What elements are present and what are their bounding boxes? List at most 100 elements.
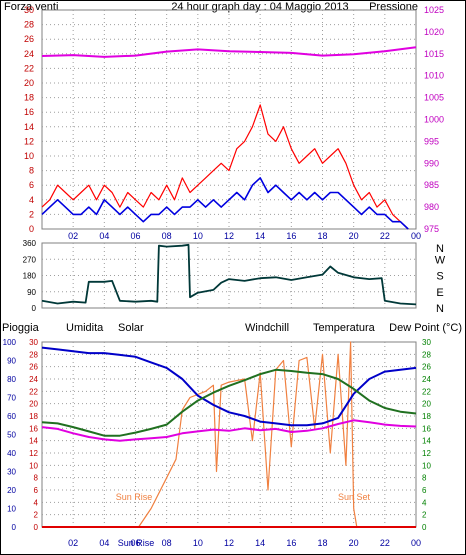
time-tick-label: 20 [349,538,359,548]
temperature-tick: 26 [422,363,431,372]
wind-grid [42,10,416,229]
pressure-label: Pressione [369,1,418,13]
weather-series [41,341,417,528]
pressure-tick: 1020 [424,27,444,37]
pressure-tick: 1025 [424,5,444,15]
time-tick-label: 18 [317,231,327,241]
time-tick-label: 04 [99,231,109,241]
wind-speed-tick: 8 [29,166,34,176]
rain-tick: 4 [34,498,39,507]
time-tick-label: 22 [380,538,390,548]
humidity-tick: 90 [7,357,16,366]
time-tick-label: 16 [286,231,296,241]
time-tick-label: 00 [411,231,421,241]
temperature-line [41,368,417,437]
pressure-tick: 1000 [424,115,444,125]
temperature-label: Temperatura [313,322,376,334]
temperature-tick: 0 [422,523,427,532]
direction-degree-tick: 0 [32,304,37,313]
compass-tick: W [435,254,446,266]
rain-label: Pioggia [2,322,40,334]
humidity-line [41,346,417,427]
direction-degree-tick: 360 [23,239,37,248]
pressure-tick: 1010 [424,71,444,81]
rain-tick: 26 [29,363,38,372]
pressure-tick: 1005 [424,93,444,103]
gust-line [41,104,409,230]
humidity-tick: 20 [7,486,16,495]
temperature-tick: 14 [422,437,431,446]
time-tick-label: 12 [224,538,234,548]
pressure-tick: 975 [424,224,439,234]
compass-tick: S [436,271,443,283]
wind-speed-tick: 14 [24,122,34,132]
wind-speed-tick: 20 [24,78,34,88]
weather-grid [42,342,416,527]
humidity-axis: 0 10 20 30 40 50 60 70 80 90 100 [3,338,17,532]
wind-speed-tick: 6 [29,180,34,190]
time-tick-label: 14 [255,538,265,548]
sun-rise-annotation: Sun Rise [116,492,153,502]
temperature-tick: 28 [422,350,431,359]
wind-speed-tick: 22 [24,63,34,73]
humidity-tick: 70 [7,394,16,403]
time-tick-label: 00 [411,538,421,548]
time-tick-label: 20 [349,231,359,241]
time-tick-label: 10 [193,231,203,241]
time-tick-label: 04 [99,538,109,548]
time-tick-label: 18 [317,538,327,548]
direction-degree-tick: 270 [23,255,37,264]
wind-speed-tick: 4 [29,195,34,205]
humidity-tick: 50 [7,431,16,440]
time-tick-label: 08 [162,538,172,548]
pressure-tick: 980 [424,202,439,212]
wind-speed-tick: 12 [24,136,34,146]
weather-time-axis: 02 04 06 08 10 12 14 16 18 20 22 00 [68,538,421,548]
temperature-tick: 18 [422,412,431,421]
direction-grid [42,243,416,308]
wind-speed-tick: 10 [24,151,34,161]
rain-tick: 10 [29,461,38,470]
average-wind-line [41,177,409,230]
temperature-tick: 10 [422,461,431,470]
temperature-tick: 2 [422,511,427,520]
temperature-tick: 6 [422,486,427,495]
wind-speed-tick: 28 [24,20,34,30]
rain-tick: 0 [34,523,39,532]
wind-speed-tick: 30 [24,5,34,15]
wind-speed-tick: 18 [24,93,34,103]
wind-speed-tick: 26 [24,34,34,44]
temperature-tick: 20 [422,400,431,409]
rain-tick: 8 [34,474,39,483]
humidity-tick: 40 [7,449,16,458]
sun-set-annotation: Sun Set [338,492,371,502]
pressure-tick: 985 [424,180,439,190]
wind-speed-tick: 24 [24,49,34,59]
rain-tick: 30 [29,338,38,347]
solar-label: Solar [118,322,144,334]
rain-tick: 22 [29,387,38,396]
weather-legend: Pioggia Umidita Solar Windchill Temperat… [2,322,462,334]
temperature-tick: 30 [422,338,431,347]
wind-speed-tick: 0 [29,224,34,234]
pressure-axis: 975 980 985 990 995 1000 1005 1010 1015 1020 1025 [424,5,444,234]
direction-degree-axis: 0 90 180 270 360 [23,239,37,313]
direction-degree-tick: 90 [27,288,36,297]
time-tick-label: 02 [68,231,78,241]
rain-tick: 18 [29,412,38,421]
wind-speed-tick: 16 [24,107,34,117]
time-tick-label: 10 [193,538,203,548]
time-tick-label: 08 [162,231,172,241]
direction-series [41,243,417,306]
compass-tick: N [436,303,444,315]
rain-tick: 16 [29,424,38,433]
graph-title: 24 hour graph day : 04 Maggio 2013 [171,1,348,13]
humidity-tick: 100 [3,338,17,347]
